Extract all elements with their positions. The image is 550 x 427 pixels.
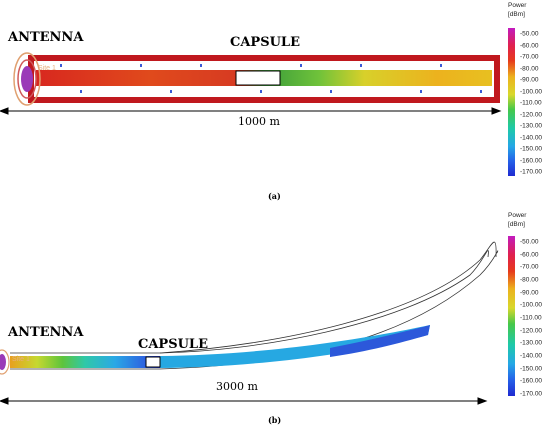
legend-unit: [dBm] xyxy=(508,221,525,228)
legend-tick-label: -120.00 xyxy=(520,111,543,118)
legend-tick-label: -110.00 xyxy=(520,99,542,107)
tunnel-outline-bottom xyxy=(10,250,499,370)
legend-tick-label: -170.00 xyxy=(520,168,543,176)
distance-label: 1000 m xyxy=(238,115,280,128)
legend-tick-label: -170.00 xyxy=(520,390,543,398)
tunnel-outline-outer xyxy=(159,241,497,354)
capsule-label: CAPSULE xyxy=(230,35,300,50)
legend-tick-label: -50.00 xyxy=(520,238,539,246)
panel-a-drawing: Site 1 xyxy=(0,52,502,115)
legend-tick-label: -130.00 xyxy=(520,339,543,347)
scatter-marks xyxy=(60,64,482,93)
legend-unit: [dBm] xyxy=(508,11,525,18)
legend-tick-label: -140.00 xyxy=(520,352,543,360)
legend-b: Power [dBm] -50.00 -60.00 -70.00 -80.00 -90.… xyxy=(508,212,548,398)
antenna-label: ANTENNA xyxy=(8,30,84,45)
legend-tick-label: -160.00 xyxy=(520,377,543,385)
legend-title: Power xyxy=(508,212,527,219)
capsule xyxy=(235,70,281,86)
legend-tick-label: -90.00 xyxy=(520,289,539,297)
coverage-curve-dark xyxy=(330,325,430,357)
legend-tick-label: -100.00 xyxy=(520,301,543,309)
tunnel-outline-top xyxy=(10,250,489,354)
legend-colorbar xyxy=(508,236,515,396)
legend-tick-label: -150.00 xyxy=(520,145,543,153)
antenna-label: ANTENNA xyxy=(8,325,84,340)
capsule xyxy=(145,356,161,368)
antenna-symbol xyxy=(0,349,10,375)
legend-tick-label: -80.00 xyxy=(520,65,539,72)
legend-tick-label: -60.00 xyxy=(520,251,539,259)
legend-tick-label: -160.00 xyxy=(520,157,543,164)
legend-tick-label: -60.00 xyxy=(520,42,539,49)
panel-b-drawing: Site 1 xyxy=(0,241,499,405)
legend-tick-label: -70.00 xyxy=(520,53,539,61)
site-label: Site 1 xyxy=(38,65,56,72)
legend-tick-label: -110.00 xyxy=(520,314,542,322)
legend-tick-label: -70.00 xyxy=(520,263,539,271)
legend-tick-label: -120.00 xyxy=(520,327,543,335)
caption-b: (b) xyxy=(268,415,282,425)
legend-colorbar xyxy=(508,28,515,176)
site-label: Site 1 xyxy=(12,356,30,363)
antenna-symbol xyxy=(13,52,41,106)
coverage-strip xyxy=(10,356,160,368)
legend-tick-label: -150.00 xyxy=(520,365,543,373)
panel-b: Site 1 ANTENNA CAPSULE 3000 m (b) xyxy=(0,205,550,427)
distance-arrow xyxy=(0,107,502,115)
coverage-curve xyxy=(160,325,430,368)
legend-tick-label: -80.00 xyxy=(520,276,539,284)
panel-a: Site 1 ANTENNA CAPSULE 1000 m (a) xyxy=(0,0,550,205)
capsule-label: CAPSULE xyxy=(138,337,208,352)
legend-tick-label: -140.00 xyxy=(520,134,543,141)
caption-a: (a) xyxy=(268,191,281,201)
distance-arrow xyxy=(0,397,488,405)
legend-tick-label: -90.00 xyxy=(520,76,539,84)
legend-tick-label: -50.00 xyxy=(520,30,539,38)
legend-title: Power xyxy=(508,2,527,9)
legend-tick-label: -100.00 xyxy=(520,88,543,95)
distance-label: 3000 m xyxy=(216,380,258,393)
legend-tick-label: -130.00 xyxy=(520,122,543,130)
legend-a: Power [dBm] -50.00 -60.00 -70.00 -80.00 -90.… xyxy=(508,2,548,178)
